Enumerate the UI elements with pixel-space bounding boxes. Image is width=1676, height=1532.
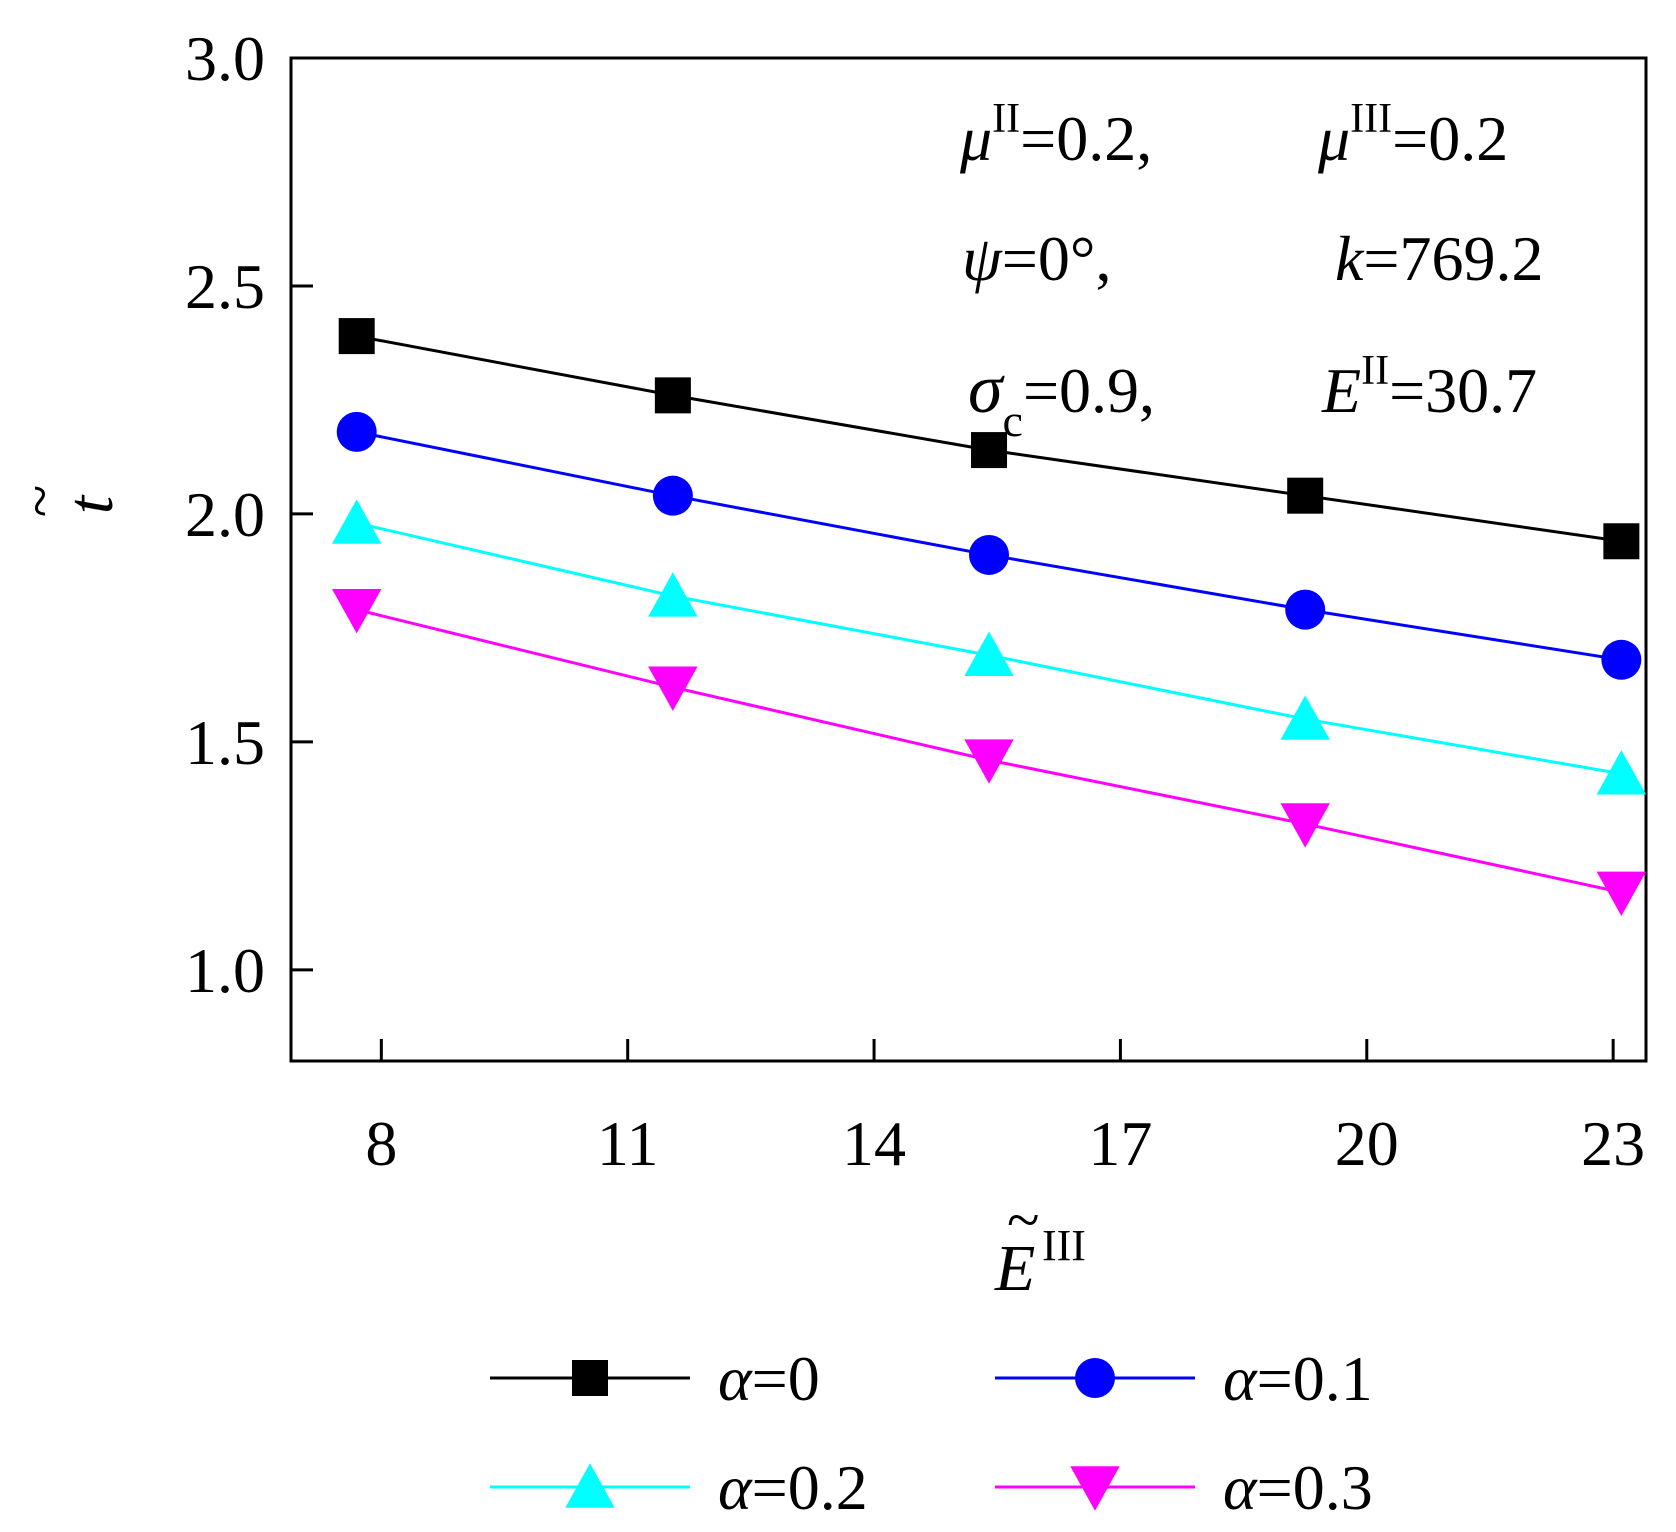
annotation-mu2: μII=0.2,	[959, 96, 1152, 174]
x-axis-title-tilde: ~	[1007, 1187, 1039, 1253]
data-point-circle	[1285, 589, 1326, 630]
legend-entry-1: α=0.1	[995, 1343, 1373, 1414]
series-3	[331, 588, 1647, 917]
data-point-circle	[1601, 639, 1642, 680]
y-axis-title: t ~	[7, 485, 127, 517]
legend-entry-3: α=0.3	[995, 1452, 1373, 1523]
data-point-triangle-up	[1280, 695, 1330, 740]
legend-entry-0: α=0	[490, 1343, 820, 1414]
annotation-sigma: σc=0.9,	[968, 351, 1155, 446]
y-axis-title-base: t	[54, 494, 127, 514]
plot-frame	[289, 56, 1648, 1063]
legend: α=0 α=0.1 α=0.2 α=0.3	[490, 1343, 1373, 1523]
x-tick-label: 11	[597, 1108, 659, 1179]
data-point-square	[1603, 523, 1640, 560]
data-point-circle	[1075, 1358, 1115, 1398]
data-point-circle	[969, 534, 1010, 575]
x-tick-label: 17	[1088, 1108, 1152, 1179]
x-tick-label: 20	[1335, 1108, 1399, 1179]
series-1	[336, 411, 1642, 680]
data-point-square	[338, 318, 375, 355]
series-2	[331, 499, 1647, 795]
data-point-circle	[336, 411, 377, 452]
data-point-triangle-up	[1596, 750, 1647, 795]
data-point-triangle-down	[964, 739, 1014, 784]
y-tick-label: 1.0	[185, 935, 265, 1006]
series-layer	[331, 318, 1647, 917]
x-axis-title-sup: III	[1042, 1221, 1086, 1270]
data-point-square	[1287, 477, 1324, 514]
annotation-mu3: μIII=0.2	[1317, 96, 1508, 174]
x-tick-label: 14	[842, 1108, 906, 1179]
legend-label: α=0.3	[1223, 1452, 1373, 1523]
annotation-k: k=769.2	[1335, 223, 1544, 294]
y-tick-label: 2.5	[185, 251, 265, 322]
parameter-annotations: μII=0.2, μIII=0.2 ψ=0°, k=769.2 σc=0.9, …	[959, 96, 1544, 446]
data-point-triangle-up	[331, 499, 382, 544]
x-tick-label: 23	[1581, 1108, 1645, 1179]
data-point-triangle-up	[648, 572, 698, 617]
annotation-psi: ψ=0°,	[962, 223, 1111, 294]
y-axis: 1.0 1.5 2.0 2.5 3.0	[185, 23, 313, 1006]
data-point-square	[971, 432, 1008, 469]
annotation-E2: EII=30.7	[1321, 348, 1537, 426]
x-tick-label: 8	[365, 1108, 397, 1179]
y-tick-label: 3.0	[185, 23, 265, 94]
legend-label: α=0.2	[718, 1452, 868, 1523]
data-point-triangle-up	[964, 631, 1014, 676]
x-axis: 8 11 14 17 20 23	[365, 1039, 1645, 1179]
legend-label: α=0	[718, 1343, 820, 1414]
series-0	[338, 318, 1640, 560]
y-tick-label: 2.0	[185, 479, 265, 550]
data-point-circle	[652, 475, 693, 516]
y-axis-title-tilde: ~	[7, 485, 73, 517]
data-point-triangle-up	[565, 1463, 615, 1508]
data-point-square	[572, 1360, 608, 1396]
data-point-triangle-down	[1596, 871, 1647, 917]
legend-label: α=0.1	[1223, 1343, 1373, 1414]
data-point-triangle-down	[331, 588, 382, 634]
data-point-triangle-down	[1070, 1466, 1120, 1511]
y-tick-label: 1.5	[185, 707, 265, 778]
data-point-triangle-down	[648, 666, 698, 711]
data-point-triangle-down	[1280, 803, 1330, 848]
x-axis-title-base: E	[994, 1232, 1035, 1305]
data-point-square	[654, 377, 691, 414]
legend-entry-2: α=0.2	[490, 1452, 868, 1523]
x-axis-title: E ~ III	[994, 1187, 1086, 1305]
